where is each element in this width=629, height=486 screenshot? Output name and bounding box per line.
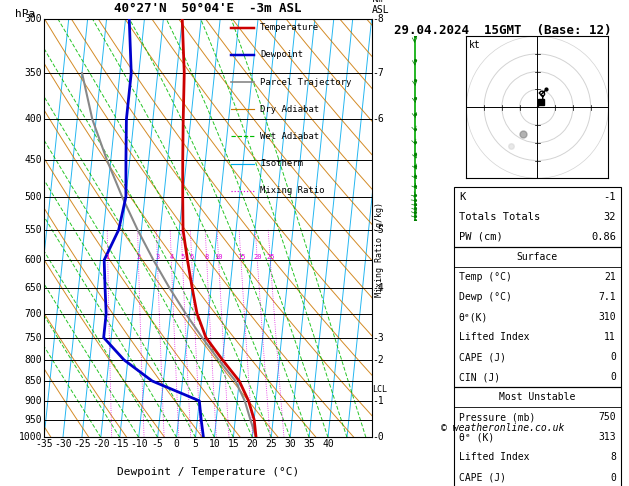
Text: -5: -5: [152, 439, 164, 449]
Text: Wet Adiabat: Wet Adiabat: [260, 132, 320, 141]
Text: -6: -6: [372, 114, 384, 124]
Text: 29.04.2024  15GMT  (Base: 12): 29.04.2024 15GMT (Base: 12): [394, 24, 612, 36]
Text: 5: 5: [181, 254, 184, 260]
Text: θᵉ (K): θᵉ (K): [459, 433, 494, 442]
Text: 2: 2: [136, 254, 140, 260]
Text: 1: 1: [106, 254, 110, 260]
Text: 0: 0: [610, 352, 616, 362]
Text: Lifted Index: Lifted Index: [459, 332, 529, 342]
Text: 15: 15: [228, 439, 239, 449]
Text: CIN (J): CIN (J): [459, 372, 500, 382]
Text: -3: -3: [372, 332, 384, 343]
Text: K: K: [459, 191, 465, 202]
Text: 32: 32: [604, 212, 616, 222]
Text: -25: -25: [73, 439, 91, 449]
Text: 25: 25: [266, 254, 274, 260]
Text: -1: -1: [372, 396, 384, 406]
Text: Totals Totals: Totals Totals: [459, 212, 540, 222]
Text: 0: 0: [610, 472, 616, 483]
Text: 450: 450: [25, 155, 42, 165]
Text: 4: 4: [169, 254, 174, 260]
Text: Surface: Surface: [517, 252, 558, 262]
Text: LCL: LCL: [372, 384, 387, 394]
Text: 800: 800: [25, 355, 42, 365]
Text: -0: -0: [372, 433, 384, 442]
Text: 15: 15: [237, 254, 245, 260]
Text: 650: 650: [25, 283, 42, 293]
Text: km
ASL: km ASL: [372, 0, 389, 15]
Text: 20: 20: [247, 439, 258, 449]
Text: 0.86: 0.86: [591, 232, 616, 242]
Text: Lifted Index: Lifted Index: [459, 452, 529, 463]
Text: 400: 400: [25, 114, 42, 124]
Text: Parcel Trajectory: Parcel Trajectory: [260, 78, 352, 87]
Text: θᵉ(K): θᵉ(K): [459, 312, 488, 322]
Text: -35: -35: [35, 439, 53, 449]
Text: Dewp (°C): Dewp (°C): [459, 292, 511, 302]
Text: -7: -7: [372, 68, 384, 78]
Bar: [454, 387, 621, 486]
Text: 550: 550: [25, 225, 42, 235]
Text: -2: -2: [372, 355, 384, 365]
Text: 20: 20: [253, 254, 262, 260]
Text: Most Unstable: Most Unstable: [499, 392, 576, 402]
Text: Isotherm: Isotherm: [260, 159, 303, 168]
Text: © weatheronline.co.uk: © weatheronline.co.uk: [442, 423, 565, 433]
Text: Dewpoint / Temperature (°C): Dewpoint / Temperature (°C): [117, 467, 299, 477]
Text: 310: 310: [598, 312, 616, 322]
Text: -20: -20: [92, 439, 109, 449]
Text: 313: 313: [598, 433, 616, 442]
Text: 35: 35: [303, 439, 315, 449]
Text: 900: 900: [25, 396, 42, 406]
Text: 0: 0: [174, 439, 179, 449]
Text: 8: 8: [204, 254, 209, 260]
Text: 40: 40: [322, 439, 334, 449]
Text: CAPE (J): CAPE (J): [459, 472, 506, 483]
Bar: [454, 247, 621, 387]
Text: Dewpoint: Dewpoint: [260, 51, 303, 59]
Text: -10: -10: [130, 439, 148, 449]
Text: Pressure (mb): Pressure (mb): [459, 412, 535, 422]
Text: 10: 10: [214, 254, 223, 260]
Text: 40°27'N  50°04'E  -3m ASL: 40°27'N 50°04'E -3m ASL: [114, 2, 301, 15]
Text: 1000: 1000: [19, 433, 42, 442]
Text: 750: 750: [25, 332, 42, 343]
Text: 300: 300: [25, 15, 42, 24]
Text: hPa: hPa: [14, 9, 35, 19]
Text: -4: -4: [372, 283, 384, 293]
Text: 30: 30: [284, 439, 296, 449]
Text: 3: 3: [155, 254, 160, 260]
Text: -30: -30: [54, 439, 72, 449]
Text: Mixing Ratio (g/kg): Mixing Ratio (g/kg): [375, 202, 384, 297]
Text: 11: 11: [604, 332, 616, 342]
Text: -8: -8: [372, 15, 384, 24]
Text: 700: 700: [25, 309, 42, 319]
Text: 21: 21: [604, 272, 616, 282]
Text: 7.1: 7.1: [598, 292, 616, 302]
Text: 0: 0: [610, 372, 616, 382]
Text: 10: 10: [209, 439, 220, 449]
Text: CAPE (J): CAPE (J): [459, 352, 506, 362]
Text: 25: 25: [265, 439, 277, 449]
Text: -5: -5: [372, 225, 384, 235]
Text: 6: 6: [189, 254, 194, 260]
Text: Temp (°C): Temp (°C): [459, 272, 511, 282]
Text: 8: 8: [610, 452, 616, 463]
Text: Dry Adiabat: Dry Adiabat: [260, 105, 320, 114]
Text: 5: 5: [192, 439, 198, 449]
Text: Mixing Ratio: Mixing Ratio: [260, 186, 325, 195]
Text: 750: 750: [598, 412, 616, 422]
Text: 600: 600: [25, 255, 42, 265]
Text: PW (cm): PW (cm): [459, 232, 503, 242]
Text: 500: 500: [25, 192, 42, 202]
Text: 350: 350: [25, 68, 42, 78]
Text: -1: -1: [604, 191, 616, 202]
Text: Temperature: Temperature: [260, 23, 320, 32]
Text: 850: 850: [25, 376, 42, 386]
Text: 950: 950: [25, 415, 42, 425]
Text: -15: -15: [111, 439, 128, 449]
Bar: [454, 187, 621, 247]
